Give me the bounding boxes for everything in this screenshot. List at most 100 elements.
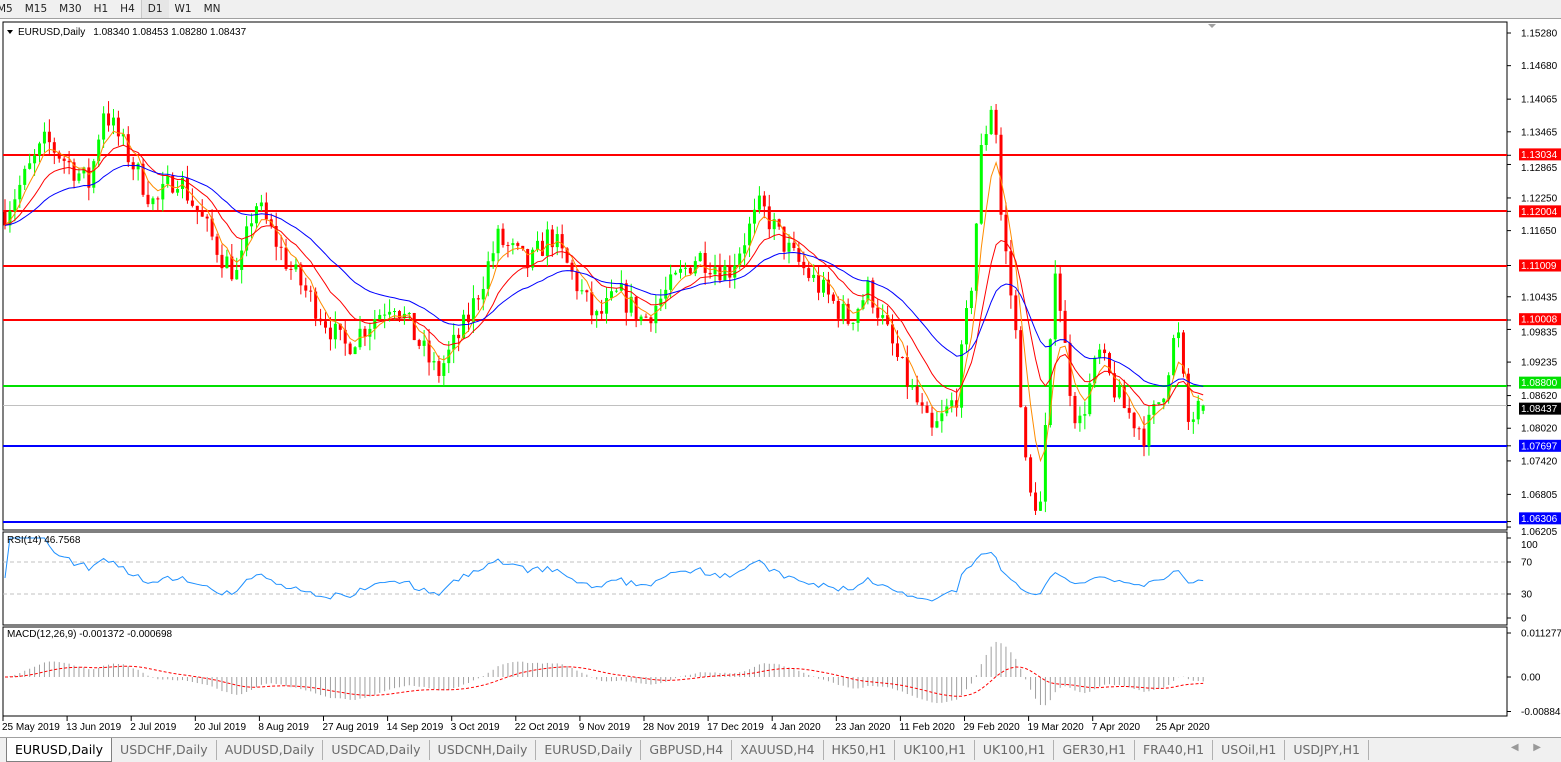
bear-candle — [600, 311, 604, 314]
bull-candle — [545, 229, 549, 256]
timeframe-mn[interactable]: MN — [203, 3, 221, 15]
bear-candle — [526, 249, 530, 268]
chart-tab[interactable]: FRA40,H1 — [1135, 740, 1214, 760]
date-tick-label: 9 Nov 2019 — [579, 722, 631, 733]
bull-candle — [679, 268, 683, 273]
bear-candle — [284, 247, 288, 269]
chart-window[interactable]: 25 May 2019 13 Jun 2019 2 Jul 2019 20 Jul 2… — [0, 0, 1561, 737]
price-tick-label: 1.14680 — [1521, 61, 1558, 72]
bull-candle — [225, 256, 229, 269]
bull-candle — [974, 223, 978, 291]
timeframe-toolbar: M5 M15 M30 H1 H4 D1 W1 MN — [0, 0, 1561, 19]
bear-candle — [570, 262, 574, 272]
chart-tab[interactable]: USDCHF,Daily — [112, 740, 217, 760]
timeframe-h4[interactable]: H4 — [120, 3, 135, 15]
timeframe-m15[interactable]: M15 — [24, 3, 48, 15]
bull-candle — [861, 300, 865, 309]
bear-candle — [797, 247, 801, 262]
chart-tab[interactable]: UK100,H1 — [975, 740, 1055, 760]
chart-menu-triangle-icon[interactable] — [7, 30, 13, 34]
bear-candle — [412, 312, 416, 341]
date-tick-label: 20 Jul 2019 — [194, 722, 246, 733]
bull-candle — [733, 265, 737, 278]
timeframe-d1[interactable]: D1 — [140, 0, 169, 18]
bull-candle — [13, 199, 17, 212]
bear-candle — [1014, 295, 1018, 331]
bull-candle — [822, 279, 826, 293]
tab-scroll-arrows[interactable]: ◀ ▶ — [1510, 742, 1547, 753]
bull-candle — [1043, 425, 1047, 502]
level-price-tag: 1.07697 — [1521, 441, 1558, 452]
timeframe-w1[interactable]: W1 — [174, 3, 192, 15]
date-tick-label: 29 Feb 2020 — [964, 722, 1021, 733]
bear-candle — [876, 307, 880, 318]
bear-candle — [427, 340, 431, 363]
timeframe-h1[interactable]: H1 — [93, 3, 109, 15]
bull-candle — [496, 228, 500, 254]
bull-candle — [1038, 501, 1042, 511]
bull-candle — [881, 315, 885, 318]
chart-tab[interactable]: XAUUSD,H4 — [732, 740, 824, 760]
bear-candle — [67, 160, 71, 163]
bear-candle — [343, 329, 347, 344]
bull-candle — [674, 272, 678, 275]
bull-candle — [294, 264, 298, 270]
chart-tab[interactable]: EURUSD,Daily — [6, 738, 113, 762]
date-tick-label: 25 Apr 2020 — [1156, 722, 1210, 733]
date-tick-label: 17 Dec 2019 — [707, 722, 764, 733]
timeframe-m30[interactable]: M30 — [59, 3, 82, 15]
chart-tab[interactable]: UK100,H1 — [895, 740, 975, 760]
bull-candle — [358, 328, 362, 348]
price-tick-label: 1.12865 — [1521, 163, 1558, 174]
chart-tabs: EURUSD,Daily USDCHF,Daily AUDUSD,Daily USDC… — [0, 737, 1561, 762]
bear-candle — [1019, 330, 1023, 408]
timeframe-m5[interactable]: M5 — [0, 3, 13, 15]
bear-candle — [279, 246, 283, 248]
bear-candle — [1068, 342, 1072, 396]
chart-tab[interactable]: GBPUSD,H4 — [641, 740, 733, 760]
bull-candle — [8, 211, 12, 226]
chart-tab[interactable]: USDCAD,Daily — [323, 740, 430, 760]
macd-tick-label: -0.008845 — [1521, 707, 1561, 718]
bull-candle — [669, 274, 673, 290]
bear-candle — [116, 117, 120, 137]
bear-candle — [955, 400, 959, 408]
chart-tab[interactable]: HK50,H1 — [824, 740, 896, 760]
candles — [3, 101, 1205, 515]
chart-tab[interactable]: EURUSD,Daily — [536, 740, 642, 760]
bear-candle — [886, 315, 890, 325]
price-tick-label: 1.10435 — [1521, 292, 1558, 303]
bear-candle — [516, 243, 520, 246]
bull-candle — [383, 314, 387, 316]
bear-candle — [210, 218, 214, 237]
bear-candle — [575, 271, 579, 292]
bear-candle — [846, 303, 850, 324]
chart-tab[interactable]: AUDUSD,Daily — [217, 740, 324, 760]
bear-candle — [1181, 332, 1185, 374]
chart-tab[interactable]: USDJPY,H1 — [1285, 740, 1369, 760]
rsi-tick-label: 100 — [1521, 540, 1538, 551]
bear-candle — [215, 236, 219, 255]
bear-candle — [999, 134, 1003, 215]
level-price-tag: 1.11009 — [1521, 261, 1557, 272]
chart-tab[interactable]: GER30,H1 — [1054, 740, 1135, 760]
bear-candle — [1073, 395, 1077, 424]
bull-candle — [77, 173, 81, 181]
bear-candle — [324, 321, 327, 328]
bull-candle — [984, 134, 988, 146]
bull-candle — [659, 298, 663, 306]
price-tick-label: 1.14065 — [1521, 95, 1558, 106]
rsi-line — [4, 537, 1204, 602]
bear-candle — [560, 234, 564, 249]
bear-candle — [1122, 386, 1126, 409]
bull-candle — [259, 202, 263, 207]
chart-tab[interactable]: USOil,H1 — [1213, 740, 1286, 760]
chart-tab[interactable]: USDCNH,Daily — [430, 740, 537, 760]
chart-background — [0, 19, 1561, 737]
bear-candle — [146, 194, 150, 205]
bear-candle — [195, 205, 199, 212]
bear-candle — [900, 356, 904, 358]
macd-tick-label: 0.00 — [1521, 673, 1541, 684]
bear-candle — [649, 317, 653, 324]
date-tick-label: 3 Oct 2019 — [451, 722, 500, 733]
